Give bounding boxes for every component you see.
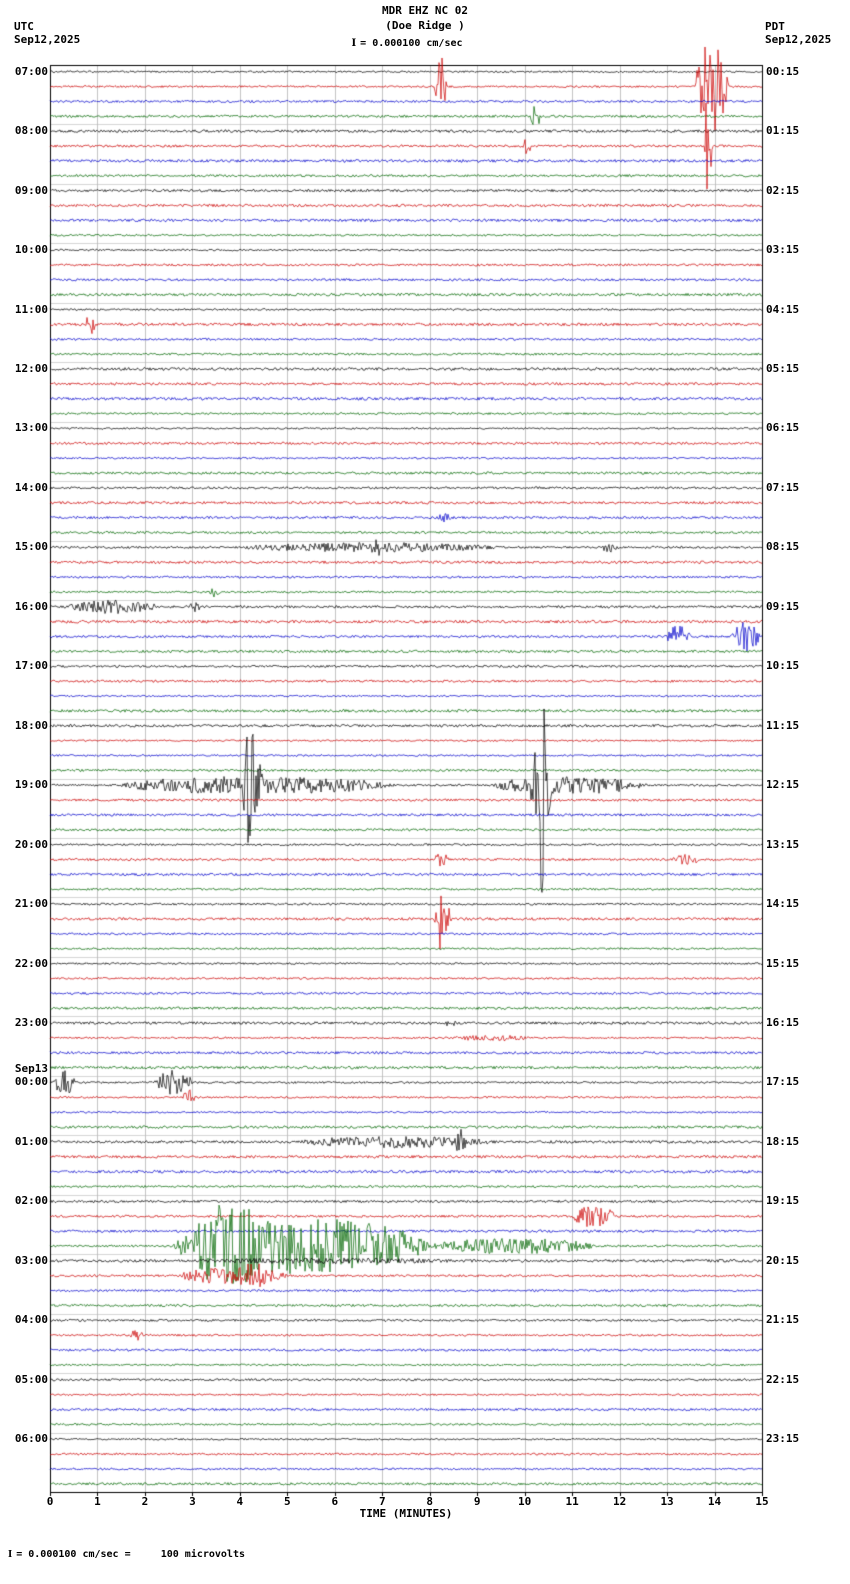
utc-hour-label: 16:00 [14, 599, 48, 613]
pdt-hour-label: 04:15 [766, 302, 800, 316]
pdt-hour-label: 19:15 [766, 1194, 800, 1208]
pdt-hour-label: 20:15 [766, 1253, 800, 1267]
utc-hour-label: 10:00 [14, 243, 48, 257]
utc-hour-label: 01:00 [14, 1134, 48, 1148]
pdt-hour-label: 07:15 [766, 480, 800, 494]
x-tick-label: 0 [46, 1495, 54, 1508]
pdt-hour-label: 14:15 [766, 897, 800, 911]
station-title: MDR EHZ NC 02 [381, 4, 469, 17]
x-tick-label: 5 [284, 1495, 291, 1508]
utc-hour-label: 21:00 [14, 897, 48, 911]
pdt-hour-label: 22:15 [766, 1372, 800, 1386]
x-tick-label: 4 [236, 1495, 244, 1508]
pdt-hour-label: 21:15 [766, 1313, 800, 1327]
pdt-hour-label: 17:15 [766, 1075, 800, 1089]
pdt-hour-label: 12:15 [766, 778, 800, 792]
utc-hour-label: 05:00 [14, 1372, 48, 1386]
pdt-hour-label: 15:15 [766, 956, 800, 970]
x-tick-label: 2 [141, 1495, 149, 1508]
x-tick-label: 11 [565, 1495, 579, 1508]
utc-hour-label: 23:00 [14, 1016, 48, 1030]
utc-hour-label: 11:00 [14, 302, 48, 316]
pdt-hour-label: 03:15 [766, 243, 800, 257]
x-tick-label: 9 [473, 1495, 481, 1508]
scale-bar-icon: I [351, 38, 357, 49]
pdt-hour-label: 02:15 [766, 183, 800, 197]
pdt-hour-label: 08:15 [766, 540, 800, 554]
utc-hour-label: 08:00 [14, 124, 48, 138]
pdt-hour-label: 05:15 [766, 361, 800, 375]
pdt-hour-label: 11:15 [766, 718, 800, 732]
x-tick-label: 14 [707, 1495, 722, 1508]
footer-scale-note: I = 0.000100 cm/sec = 100 microvolts [8, 1549, 245, 1560]
pdt-hour-label: 13:15 [766, 837, 800, 851]
station-subtitle: (Doe Ridge ) [385, 19, 465, 32]
pdt-hour-label: 23:15 [766, 1432, 800, 1446]
utc-hour-label: 00:00 [14, 1075, 48, 1089]
sep13-date-label: Sep13 [14, 1062, 48, 1076]
pdt-hour-label: 10:15 [766, 659, 800, 673]
pdt-hour-label: 00:15 [766, 64, 800, 78]
pdt-hour-label: 01:15 [766, 124, 800, 138]
right-date: Sep12,2025 [765, 33, 832, 46]
left-date: Sep12,2025 [14, 33, 81, 46]
pdt-hour-label: 06:15 [766, 421, 800, 435]
utc-hour-label: 07:00 [14, 64, 48, 78]
amplitude-scale: I = 0.000100 cm/sec [0, 38, 814, 49]
utc-hour-label: 13:00 [14, 421, 48, 435]
x-tick-label: 12 [612, 1495, 627, 1508]
pdt-hour-label: 09:15 [766, 599, 800, 613]
utc-hour-label: 20:00 [14, 837, 48, 851]
utc-hour-label: 03:00 [14, 1253, 48, 1267]
utc-hour-label: 14:00 [14, 480, 48, 494]
x-tick-label: 13 [660, 1495, 674, 1508]
pdt-hour-label: 18:15 [766, 1134, 800, 1148]
utc-corner: UTC Sep12,2025 [14, 20, 80, 46]
utc-hour-label: 02:00 [14, 1194, 48, 1208]
x-tick-label: 6 [331, 1495, 339, 1508]
pdt-corner: PDT Sep12,2025 [765, 20, 831, 46]
left-timezone: UTC [14, 20, 34, 33]
scale-label: = 0.000100 cm/sec [360, 38, 463, 49]
utc-hour-label: 06:00 [14, 1432, 48, 1446]
x-tick-label: 10 [518, 1495, 532, 1508]
utc-hour-label: 22:00 [14, 956, 48, 970]
footer-scale-text: = 0.000100 cm/sec = 100 microvolts [16, 1549, 245, 1560]
x-tick-label: 1 [94, 1495, 101, 1508]
pdt-hour-label: 16:15 [766, 1016, 800, 1030]
x-tick-label: 8 [426, 1495, 434, 1508]
right-timezone: PDT [765, 20, 785, 33]
x-axis-title: TIME (MINUTES) [359, 1507, 453, 1520]
scale-bar-icon: I [8, 1550, 13, 1560]
utc-hour-label: 17:00 [14, 659, 48, 673]
x-tick-label: 15 [755, 1495, 769, 1508]
utc-hour-label: 19:00 [14, 778, 48, 792]
utc-hour-label: 09:00 [14, 183, 48, 197]
utc-hour-label: 15:00 [14, 540, 48, 554]
utc-hour-label: 12:00 [14, 361, 48, 375]
x-tick-label: 7 [378, 1495, 386, 1508]
utc-hour-label: 18:00 [14, 718, 48, 732]
utc-hour-label: 04:00 [14, 1313, 48, 1327]
x-tick-label: 3 [189, 1495, 196, 1508]
